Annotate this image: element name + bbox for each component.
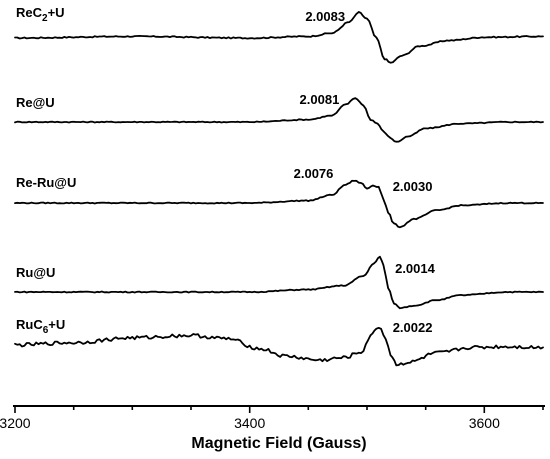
x-axis-title: Magnetic Field (Gauss): [191, 435, 366, 452]
x-tick-label: 3600: [469, 415, 500, 431]
sample-label-4: Ru@U: [16, 265, 55, 280]
x-tick-label: 3200: [0, 415, 31, 431]
x-axis-ticks: 3200 3400 3600: [0, 406, 544, 431]
spectrum-trace-3: [14, 179, 544, 229]
sample-label-3: Re-Ru@U: [16, 175, 76, 190]
spectra-traces: [14, 11, 544, 367]
sample-label-1: ReC2+U: [16, 5, 65, 24]
spectrum-trace-5: [14, 327, 544, 367]
g-value-label-1-1: 2.0083: [305, 9, 345, 24]
sample-label-2: Re@U: [16, 95, 55, 110]
g-value-label-4-1: 2.0014: [395, 261, 436, 276]
sample-label-5: RuC6+U: [16, 317, 65, 336]
spectrum-trace-4: [14, 255, 544, 310]
g-value-label-3-2: 2.0030: [393, 179, 433, 194]
g-value-label-2-1: 2.0081: [300, 92, 340, 107]
x-tick-label: 3400: [234, 415, 265, 431]
spectrum-trace-1: [14, 11, 544, 64]
g-value-label-5-1: 2.0022: [393, 320, 433, 335]
spectra-labels: ReC2+U 2.0083 Re@U 2.0081 Re-Ru@U 2.0076 2.003…: [16, 5, 436, 336]
g-value-label-3-1: 2.0076: [294, 166, 334, 181]
spectrum-trace-2: [14, 97, 544, 143]
